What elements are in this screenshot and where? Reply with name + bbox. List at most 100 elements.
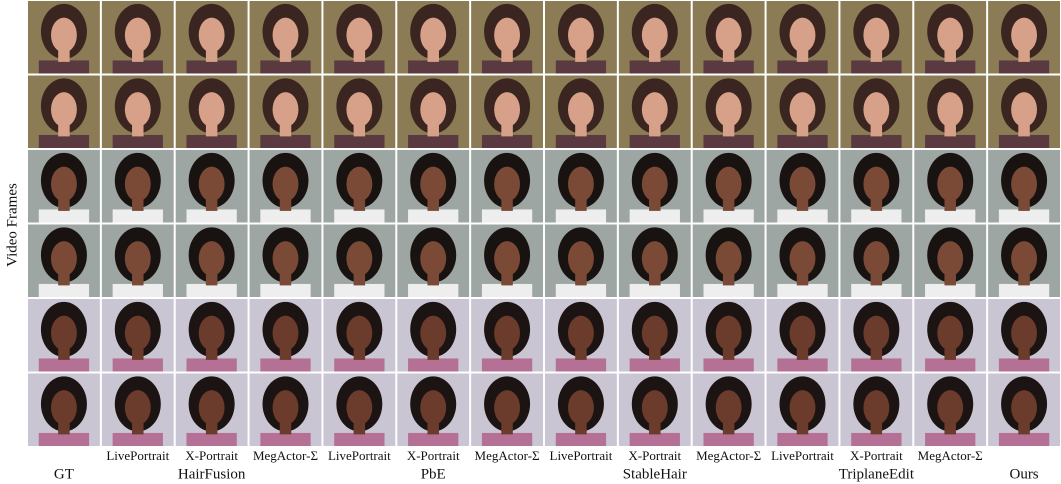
- video-frame: [471, 150, 543, 223]
- shirt: [113, 135, 163, 148]
- face: [642, 92, 668, 127]
- video-frame: [693, 150, 765, 223]
- video-frame: [323, 150, 395, 223]
- face: [716, 316, 742, 351]
- face: [346, 18, 372, 53]
- shirt: [999, 433, 1049, 446]
- face: [568, 316, 594, 351]
- shirt: [777, 284, 827, 297]
- face: [937, 167, 963, 202]
- face: [642, 167, 668, 202]
- video-frame: [988, 150, 1060, 223]
- face: [494, 316, 520, 351]
- shirt: [334, 358, 384, 371]
- shirt: [630, 60, 680, 73]
- face: [420, 316, 446, 351]
- video-frame: [767, 374, 839, 447]
- shirt: [482, 60, 532, 73]
- face: [125, 390, 151, 425]
- face: [1011, 18, 1037, 53]
- shirt: [408, 135, 458, 148]
- face: [937, 390, 963, 425]
- shirt: [186, 209, 236, 222]
- face: [51, 316, 77, 351]
- video-frame: [619, 150, 691, 223]
- shirt: [925, 358, 975, 371]
- face: [568, 241, 594, 276]
- video-frame: [250, 299, 322, 372]
- shirt: [925, 209, 975, 222]
- shirt: [999, 135, 1049, 148]
- shirt: [113, 284, 163, 297]
- face: [51, 241, 77, 276]
- video-frame: [102, 225, 174, 298]
- shirt: [113, 433, 163, 446]
- face: [716, 167, 742, 202]
- shirt: [482, 209, 532, 222]
- y-label: Video Frames: [4, 183, 20, 267]
- video-frame: [102, 299, 174, 372]
- group-label: TriplaneEdit: [839, 466, 915, 482]
- face: [346, 390, 372, 425]
- face: [273, 241, 299, 276]
- video-frame: [767, 150, 839, 223]
- face: [1011, 316, 1037, 351]
- shirt: [851, 209, 901, 222]
- shirt: [186, 284, 236, 297]
- video-frame: [840, 76, 912, 149]
- method-label: LivePortrait: [771, 448, 834, 463]
- face: [346, 241, 372, 276]
- face: [199, 316, 225, 351]
- method-label: LivePortrait: [550, 448, 613, 463]
- face: [51, 92, 77, 127]
- face: [346, 167, 372, 202]
- video-frame: [545, 76, 617, 149]
- shirt: [260, 135, 310, 148]
- shirt: [777, 209, 827, 222]
- video-frame: [28, 299, 100, 372]
- face: [863, 241, 889, 276]
- face: [1011, 241, 1037, 276]
- figure: Video Frames GTLivePortraitX-PortraitMeg…: [0, 0, 1061, 484]
- video-frame: [840, 374, 912, 447]
- shirt: [408, 60, 458, 73]
- shirt: [777, 60, 827, 73]
- method-label: X-Portrait: [628, 448, 681, 463]
- face: [790, 316, 816, 351]
- shirt: [777, 358, 827, 371]
- video-frame: [397, 225, 469, 298]
- video-frame: [323, 225, 395, 298]
- shirt: [186, 358, 236, 371]
- face: [863, 18, 889, 53]
- video-frame: [545, 374, 617, 447]
- face: [568, 92, 594, 127]
- shirt: [851, 284, 901, 297]
- face: [199, 18, 225, 53]
- video-frame: [102, 76, 174, 149]
- face: [199, 390, 225, 425]
- face: [420, 241, 446, 276]
- shirt: [999, 209, 1049, 222]
- video-frame: [914, 374, 986, 447]
- shirt: [482, 358, 532, 371]
- video-frame: [323, 374, 395, 447]
- shirt: [630, 284, 680, 297]
- shirt: [777, 433, 827, 446]
- shirt: [556, 358, 606, 371]
- face: [125, 316, 151, 351]
- video-frame: [102, 150, 174, 223]
- shirt: [925, 60, 975, 73]
- face: [125, 167, 151, 202]
- video-frame: [914, 76, 986, 149]
- face: [937, 92, 963, 127]
- shirt: [556, 135, 606, 148]
- face: [568, 18, 594, 53]
- shirt: [703, 433, 753, 446]
- face: [1011, 167, 1037, 202]
- shirt: [925, 433, 975, 446]
- method-label: MegActor-Σ: [253, 448, 318, 463]
- shirt: [703, 284, 753, 297]
- video-frame: [397, 150, 469, 223]
- shirt: [260, 209, 310, 222]
- video-frame: [840, 150, 912, 223]
